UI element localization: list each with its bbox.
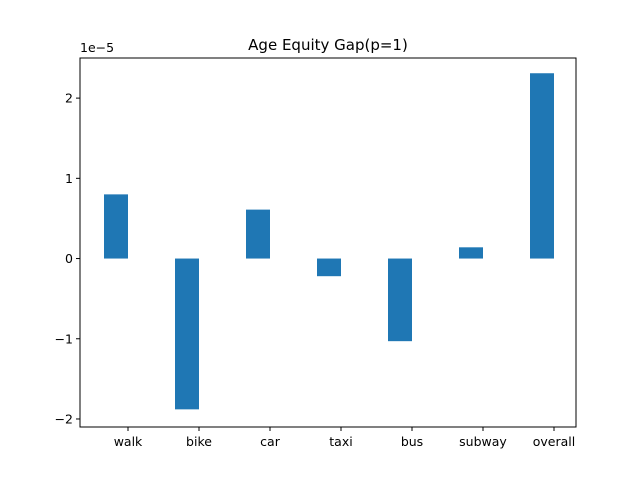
x-tick-label: car [260, 434, 281, 449]
bar-walk [104, 194, 128, 259]
x-tick-label: bus [401, 434, 423, 449]
bar-bus [388, 258, 412, 342]
y-tick-label: 1 [65, 171, 73, 186]
y-tick-label: 2 [65, 91, 73, 106]
bars-group [104, 73, 554, 410]
x-axis-ticks: walk bike car taxi bus subway overall [114, 427, 575, 449]
bar-car [246, 209, 270, 259]
bar-subway [459, 247, 483, 259]
y-tick-label: −2 [55, 411, 73, 426]
chart-title: Age Equity Gap(p=1) [248, 36, 408, 54]
x-tick-label: subway [459, 434, 507, 449]
x-tick-label: walk [114, 434, 143, 449]
y-tick-label: 0 [65, 251, 73, 266]
y-scale-label: 1e−5 [80, 40, 114, 55]
bar-taxi [317, 258, 341, 277]
y-tick-label: −1 [55, 331, 73, 346]
bar-overall [530, 73, 554, 259]
x-tick-label: bike [186, 434, 212, 449]
bar-bike [175, 258, 199, 410]
y-axis-ticks: −2 −1 0 1 2 [55, 91, 80, 426]
axes-frame [79, 57, 577, 428]
x-tick-label: taxi [329, 434, 352, 449]
x-tick-label: overall [533, 434, 575, 449]
